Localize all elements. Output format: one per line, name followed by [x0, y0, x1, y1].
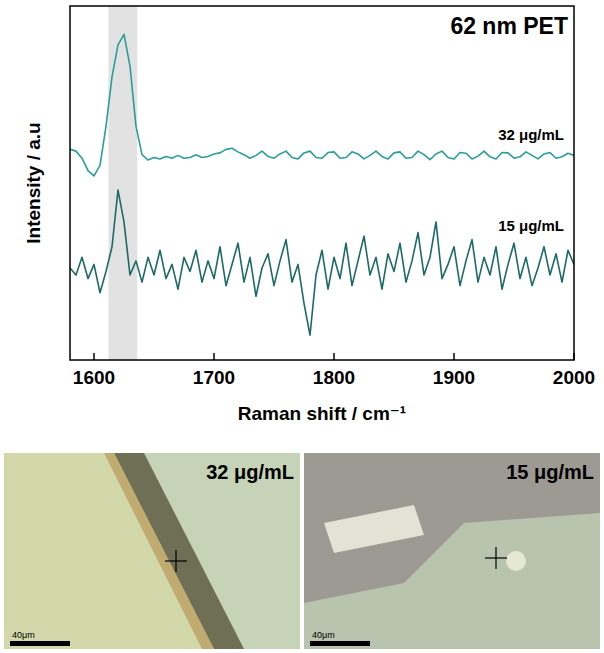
- series-label: 15 μg/mL: [498, 217, 564, 234]
- x-tick-label: 1800: [313, 367, 355, 388]
- edge-deposit: [104, 453, 214, 649]
- background: [4, 453, 300, 649]
- series-label: 32 μg/mL: [498, 126, 564, 143]
- highlight-band: [108, 6, 137, 360]
- x-tick: [93, 353, 95, 360]
- micrograph-label: 32 μg/mL: [206, 461, 294, 483]
- y-axis-title: Intensity / a.u: [23, 122, 44, 243]
- micrograph: 15 μg/mL 40μm: [304, 453, 600, 649]
- micrograph: 32 μg/mL 40μm: [4, 453, 300, 649]
- crosshair: [495, 547, 496, 569]
- x-tick-label: 1600: [73, 367, 115, 388]
- background: [304, 453, 600, 649]
- scale-bar: [10, 641, 70, 646]
- region: [304, 453, 600, 603]
- x-tick-label: 2000: [553, 367, 595, 388]
- micrograph-label: 15 μg/mL: [506, 461, 594, 483]
- page: 1600 1700 1800 1900 2000 Raman shift / cm⁻¹ In…: [0, 0, 604, 653]
- x-tick: [333, 353, 335, 360]
- crosshair: [175, 550, 176, 572]
- x-axis-title: Raman shift / cm⁻¹: [238, 403, 406, 424]
- flake: [324, 505, 424, 553]
- plot-frame: [70, 6, 574, 360]
- x-tick: [213, 353, 215, 360]
- x-tick-label: 1700: [193, 367, 235, 388]
- x-tick-label: 1900: [433, 367, 475, 388]
- micrograph-image: [304, 453, 600, 649]
- chart-title: 62 nm PET: [450, 13, 568, 39]
- spot: [506, 551, 526, 571]
- spectrum-line: [70, 190, 574, 335]
- scale-bar: [310, 641, 370, 646]
- scale-bar-label: 40μm: [12, 630, 35, 640]
- plot-lines: [70, 34, 574, 335]
- spectrum-line: [70, 34, 574, 176]
- x-tick: [573, 353, 575, 360]
- scale-bar-label: 40μm: [312, 630, 335, 640]
- micrograph-image: [4, 453, 300, 649]
- x-tick: [453, 353, 455, 360]
